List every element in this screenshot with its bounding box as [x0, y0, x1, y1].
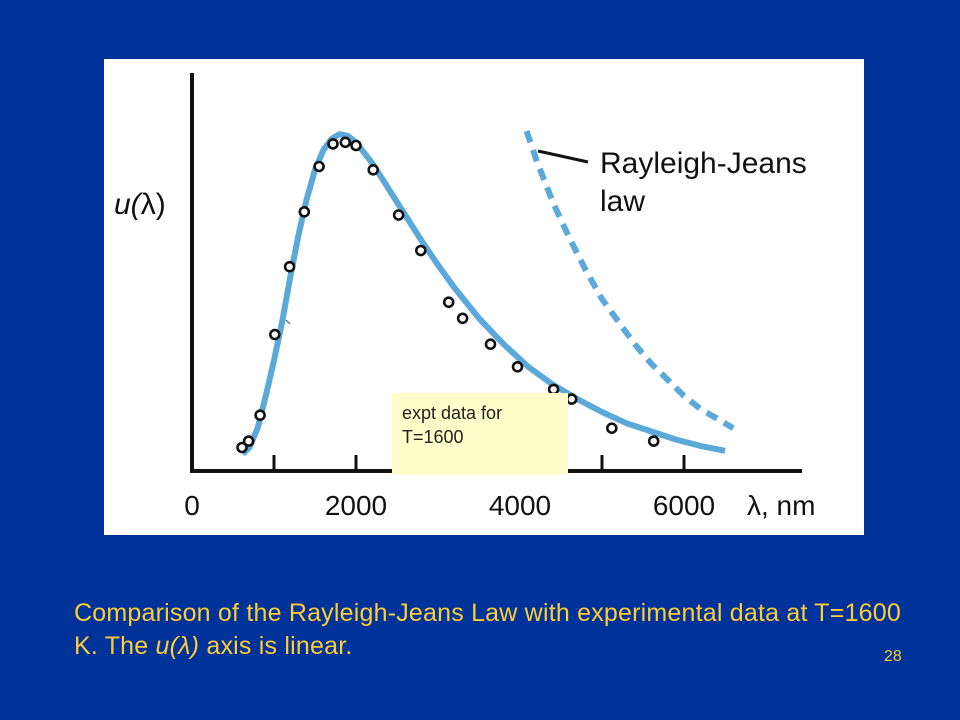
data-point [242, 435, 255, 447]
rayleigh-jeans-label-line1: Rayleigh-Jeans [600, 147, 807, 180]
data-point [236, 441, 248, 454]
x-tick-label-2000: 2000 [325, 490, 387, 521]
fit-curve [240, 131, 726, 457]
data-point [339, 136, 352, 149]
data-point [392, 209, 405, 221]
annotation-line2: T=1600 [402, 427, 464, 447]
data-point [456, 312, 469, 325]
caption: Comparison of the Rayleigh-Jeans Law wit… [74, 597, 904, 663]
series-layer [240, 130, 735, 457]
data-point [414, 244, 427, 257]
caption-part2: axis is linear. [199, 632, 353, 660]
slide-number: 28 [884, 648, 902, 665]
caption-italic: u(λ) [155, 632, 200, 660]
data-point [269, 328, 281, 341]
x-tick-label-6000: 6000 [653, 490, 715, 521]
annotation-pointer [285, 319, 291, 325]
data-point [350, 139, 362, 152]
x-axis-label: λ, nm [747, 490, 815, 521]
rayleigh-jeans-label-line2: law [600, 185, 645, 218]
caption-part1: Comparison of the Rayleigh-Jeans Law wit… [74, 599, 901, 660]
x-tick-labels: 0 2000 4000 6000 [184, 490, 715, 521]
y-axis-label-u: u( [114, 188, 144, 221]
rayleigh-jeans-curve [523, 130, 735, 431]
data-point [327, 138, 339, 150]
y-axis-label-symbol: λ [141, 188, 156, 221]
annotation-box: expt data for T=1600 [392, 393, 568, 475]
data-point [511, 360, 524, 373]
data-point [313, 160, 325, 173]
expt-data-markers [236, 136, 660, 454]
y-axis-label-close: ) [156, 188, 166, 221]
data-point [367, 164, 380, 176]
x-tick-label-4000: 4000 [489, 490, 551, 521]
data-point [283, 260, 296, 273]
data-point [298, 206, 311, 218]
data-point [647, 435, 660, 447]
annotation-line1: expt data for [402, 403, 503, 423]
data-point [484, 338, 497, 351]
rayleigh-jeans-leader-line [537, 149, 589, 164]
chart-panel: 0 2000 4000 6000 λ, nm u(λ) Rayleigh-Jeans … [104, 59, 864, 535]
data-point [254, 409, 266, 422]
data-point [442, 296, 455, 308]
y-axis-label: u(λ) [114, 188, 166, 221]
chart-svg: 0 2000 4000 6000 λ, nm u(λ) Rayleigh-Jeans … [114, 73, 815, 521]
data-point [565, 393, 578, 405]
data-point [605, 422, 618, 435]
x-tick-label-0: 0 [184, 490, 200, 521]
